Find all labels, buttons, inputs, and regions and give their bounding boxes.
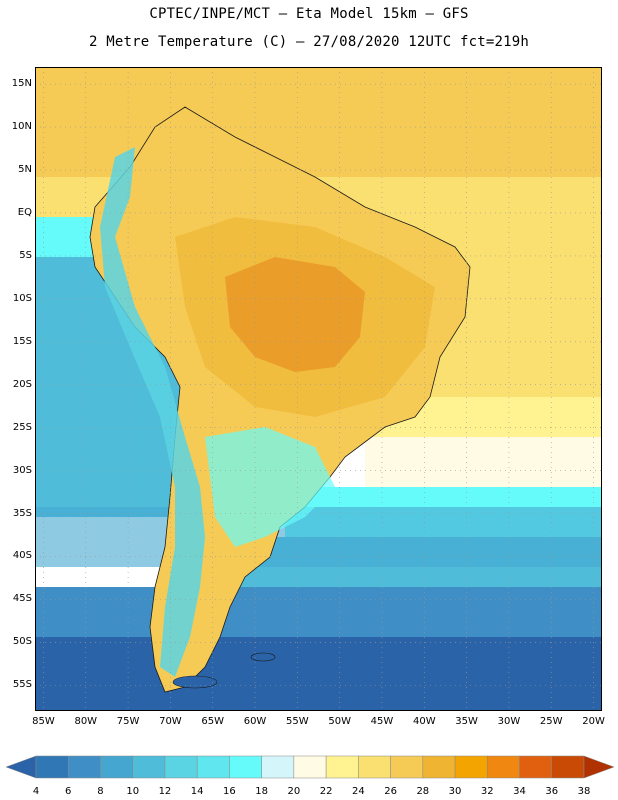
colorbar-tick-label: 12 <box>158 786 172 797</box>
lat-label: 35S <box>12 507 32 519</box>
colorbar-segment <box>67 755 101 779</box>
colorbar-segment <box>261 755 295 779</box>
colorbar-tick-label: 22 <box>319 786 333 797</box>
colorbar-tick-label: 34 <box>513 786 526 797</box>
brazil-warm-ring <box>175 217 435 417</box>
colorbar-tick-label: 38 <box>577 786 591 797</box>
lat-label: EQ <box>17 206 32 218</box>
lat-label: 5S <box>19 249 32 261</box>
colorbar-arrow-low <box>6 755 37 779</box>
colorbar-segment <box>100 755 133 779</box>
colorbar-tick-label: 10 <box>126 786 140 797</box>
lat-label: 5N <box>18 164 32 176</box>
lon-label: 60W <box>243 716 267 727</box>
falkland-islands <box>250 652 276 662</box>
colorbar-arrow-high <box>583 755 614 779</box>
colorbar-segment <box>487 755 520 779</box>
colorbar-tick-label: 4 <box>32 786 40 797</box>
lat-label: 10N <box>11 121 32 133</box>
lat-label: 20S <box>12 378 32 390</box>
andes-cool-band <box>100 147 205 677</box>
colorbar-segment <box>422 755 456 779</box>
lon-label: 75W <box>116 716 140 727</box>
lon-label: 35W <box>455 716 478 727</box>
colorbar-tick-label: 30 <box>448 786 462 797</box>
colorbar-tick-label: 18 <box>255 786 268 797</box>
colorbar-tick-label: 8 <box>97 786 104 797</box>
lon-label: 20W <box>582 716 605 727</box>
lat-label: 40S <box>12 550 32 562</box>
lon-label: 45W <box>370 716 394 727</box>
lat-label: 45S <box>12 593 32 605</box>
colorbar-segment <box>164 755 198 779</box>
colorbar-segment <box>35 755 69 779</box>
lat-label: 30S <box>12 464 32 476</box>
lat-label: 15N <box>11 78 32 90</box>
field-south-a <box>35 507 602 567</box>
lon-label: 65W <box>201 716 225 727</box>
colorbar-tick-label: 20 <box>287 786 301 797</box>
lon-label: 30W <box>497 716 521 727</box>
map-border <box>35 67 602 711</box>
colorbar-segment <box>519 755 553 779</box>
colorbar <box>6 755 614 779</box>
title-line-2: 2 Metre Temperature (C) – 27/08/2020 12U… <box>88 34 530 50</box>
lon-label: 55W <box>286 716 309 727</box>
lon-label: 25W <box>539 716 563 727</box>
colorbar-tick-label: 32 <box>480 786 494 797</box>
colorbar-segment <box>229 755 262 779</box>
colorbar-tick-label: 26 <box>384 786 397 797</box>
colorbar-tick-label: 14 <box>190 786 204 797</box>
temperature-map <box>35 67 602 711</box>
colorbar-segment <box>551 755 585 779</box>
colorbar-segment <box>358 755 391 779</box>
colorbar-segment <box>454 755 488 779</box>
field-south-c <box>35 637 602 711</box>
colorbar-tick-label: 24 <box>351 786 365 797</box>
colorbar-tick-label: 6 <box>65 786 72 797</box>
colorbar-segment <box>196 755 230 779</box>
lon-label: 85W <box>32 716 55 727</box>
lat-label: 55S <box>12 679 32 691</box>
lon-label: 80W <box>74 716 98 727</box>
lon-label: 70W <box>159 716 182 727</box>
lat-label: 15S <box>12 335 32 347</box>
lon-label: 50W <box>328 716 351 727</box>
colorbar-tick-label: 16 <box>223 786 236 797</box>
colorbar-segment <box>390 755 424 779</box>
colorbar-segment <box>325 755 359 779</box>
colorbar-segment <box>293 755 327 779</box>
lat-label: 50S <box>12 636 32 648</box>
lat-label: 25S <box>12 421 32 433</box>
tierra-del-fuego <box>172 675 218 689</box>
colorbar-tick-label: 28 <box>416 786 430 797</box>
colorbar-tick-label: 36 <box>545 786 559 797</box>
lat-label: 10S <box>12 292 32 304</box>
title-line-1: CPTEC/INPE/MCT – Eta Model 15km – GFS <box>149 6 469 22</box>
southern-cone-cool <box>205 427 335 547</box>
lon-label: 40W <box>412 716 436 727</box>
colorbar-segment <box>132 755 166 779</box>
